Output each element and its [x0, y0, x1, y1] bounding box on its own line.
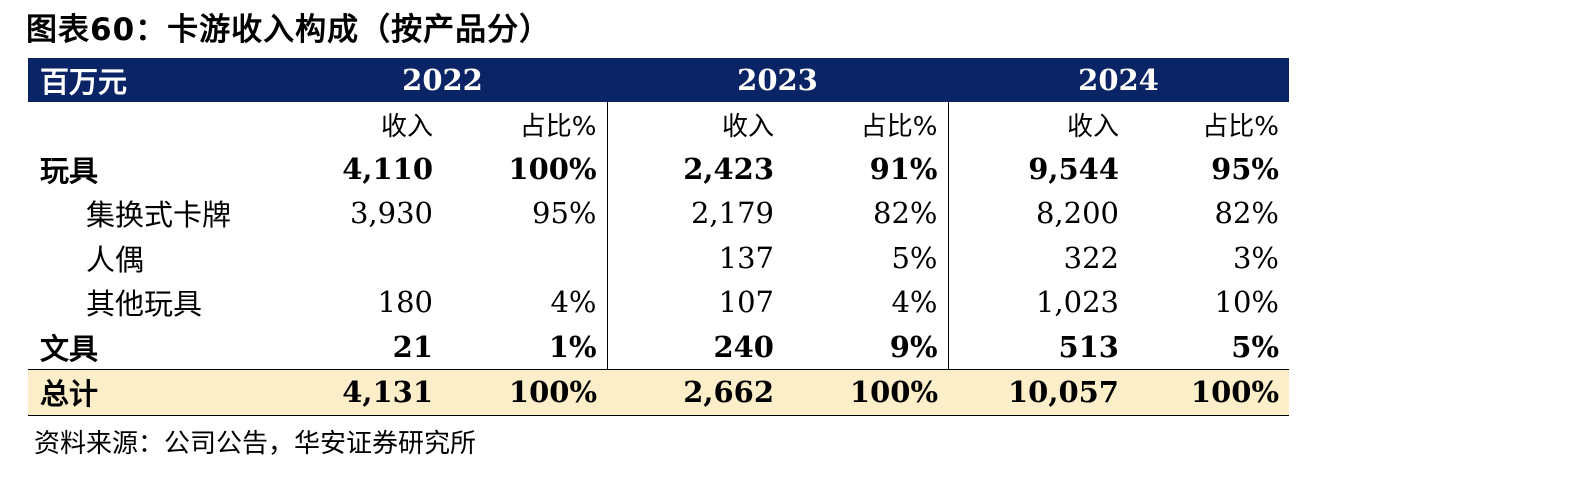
share-cell: 1% — [443, 324, 608, 370]
row-label: 人偶 — [86, 242, 145, 277]
year-2024-header: 2024 — [948, 58, 1289, 102]
unit-label: 百万元 — [28, 58, 278, 102]
revenue-cell: 10,057 — [948, 369, 1129, 416]
share-cell — [443, 235, 608, 280]
table-row: 人偶 137 5% 322 3% — [28, 235, 1289, 281]
empty-cell — [28, 102, 278, 147]
revenue-cell: 513 — [1058, 329, 1119, 364]
share-cell: 100% — [784, 369, 948, 416]
share-cell: 100% — [443, 146, 608, 191]
revenue-col-header-2023: 收入 — [721, 111, 774, 142]
row-label: 文具 — [40, 331, 99, 366]
revenue-cell: 107 — [718, 285, 774, 320]
total-row: 总计 4,131 100% 2,662 100% 10,057 100% — [28, 369, 1289, 416]
revenue-cell: 240 — [713, 329, 774, 364]
table-header-row: 百万元 2022 2023 2024 — [28, 58, 1289, 102]
share-cell: 4% — [443, 280, 608, 325]
table-row: 其他玩具 180 4% 107 4% 1,023 10% — [28, 280, 1289, 325]
row-label: 其他玩具 — [86, 287, 203, 322]
revenue-cell: 180 — [377, 285, 433, 320]
revenue-cell: 9,544 — [1028, 151, 1119, 186]
share-col-header-2022: 占比% — [443, 102, 608, 147]
figure-title: 图表60：卡游收入构成（按产品分） — [26, 12, 552, 48]
table-row: 文具 21 1% 240 9% 513 5% — [28, 324, 1289, 370]
row-label: 总计 — [28, 369, 278, 416]
share-cell: 95% — [443, 191, 608, 236]
share-cell: 10% — [1214, 285, 1279, 320]
share-cell: 5% — [1231, 329, 1279, 364]
revenue-cell: 2,423 — [683, 151, 774, 186]
revenue-cell: 2,662 — [607, 369, 784, 416]
share-col-header-2023: 占比% — [784, 102, 949, 147]
revenue-cell: 4,131 — [278, 369, 443, 416]
revenue-cell: 4,110 — [342, 151, 433, 186]
revenue-cell: 21 — [392, 329, 433, 364]
revenue-cell — [278, 236, 443, 281]
year-2022-header: 2022 — [278, 58, 607, 102]
source-note: 资料来源：公司公告，华安证券研究所 — [34, 429, 477, 459]
revenue-cell: 137 — [718, 240, 774, 275]
revenue-col-header-2022: 收入 — [380, 111, 433, 142]
share-cell: 3% — [1232, 240, 1279, 275]
share-cell: 82% — [784, 191, 949, 236]
revenue-cell: 322 — [1063, 240, 1119, 275]
revenue-cell: 2,179 — [690, 196, 774, 231]
share-cell: 5% — [784, 235, 949, 280]
share-cell: 100% — [1129, 369, 1289, 416]
share-cell: 4% — [784, 280, 949, 325]
table-row: 玩具 4,110 100% 2,423 91% 9,544 95% — [28, 146, 1289, 191]
revenue-cell: 3,930 — [349, 196, 433, 231]
revenue-col-header-2024: 收入 — [1066, 111, 1119, 142]
year-2023-header: 2023 — [607, 58, 948, 102]
share-cell: 9% — [784, 324, 949, 370]
row-label: 玩具 — [40, 153, 99, 188]
row-label: 集换式卡牌 — [86, 198, 232, 233]
column-subheader-row: 收入 占比% 收入 占比% 收入 占比% — [28, 102, 1289, 147]
table-row: 集换式卡牌 3,930 95% 2,179 82% 8,200 82% — [28, 191, 1289, 236]
revenue-cell: 8,200 — [1035, 196, 1119, 231]
share-cell: 91% — [784, 146, 949, 191]
revenue-cell: 1,023 — [1035, 285, 1119, 320]
share-cell: 100% — [443, 369, 607, 416]
share-cell: 82% — [1214, 196, 1279, 231]
revenue-table: 百万元 2022 2023 2024 收入 占比% 收入 占比% 收入 占比% … — [28, 58, 1289, 416]
share-cell: 95% — [1211, 151, 1279, 186]
share-col-header-2024: 占比% — [1202, 111, 1279, 142]
